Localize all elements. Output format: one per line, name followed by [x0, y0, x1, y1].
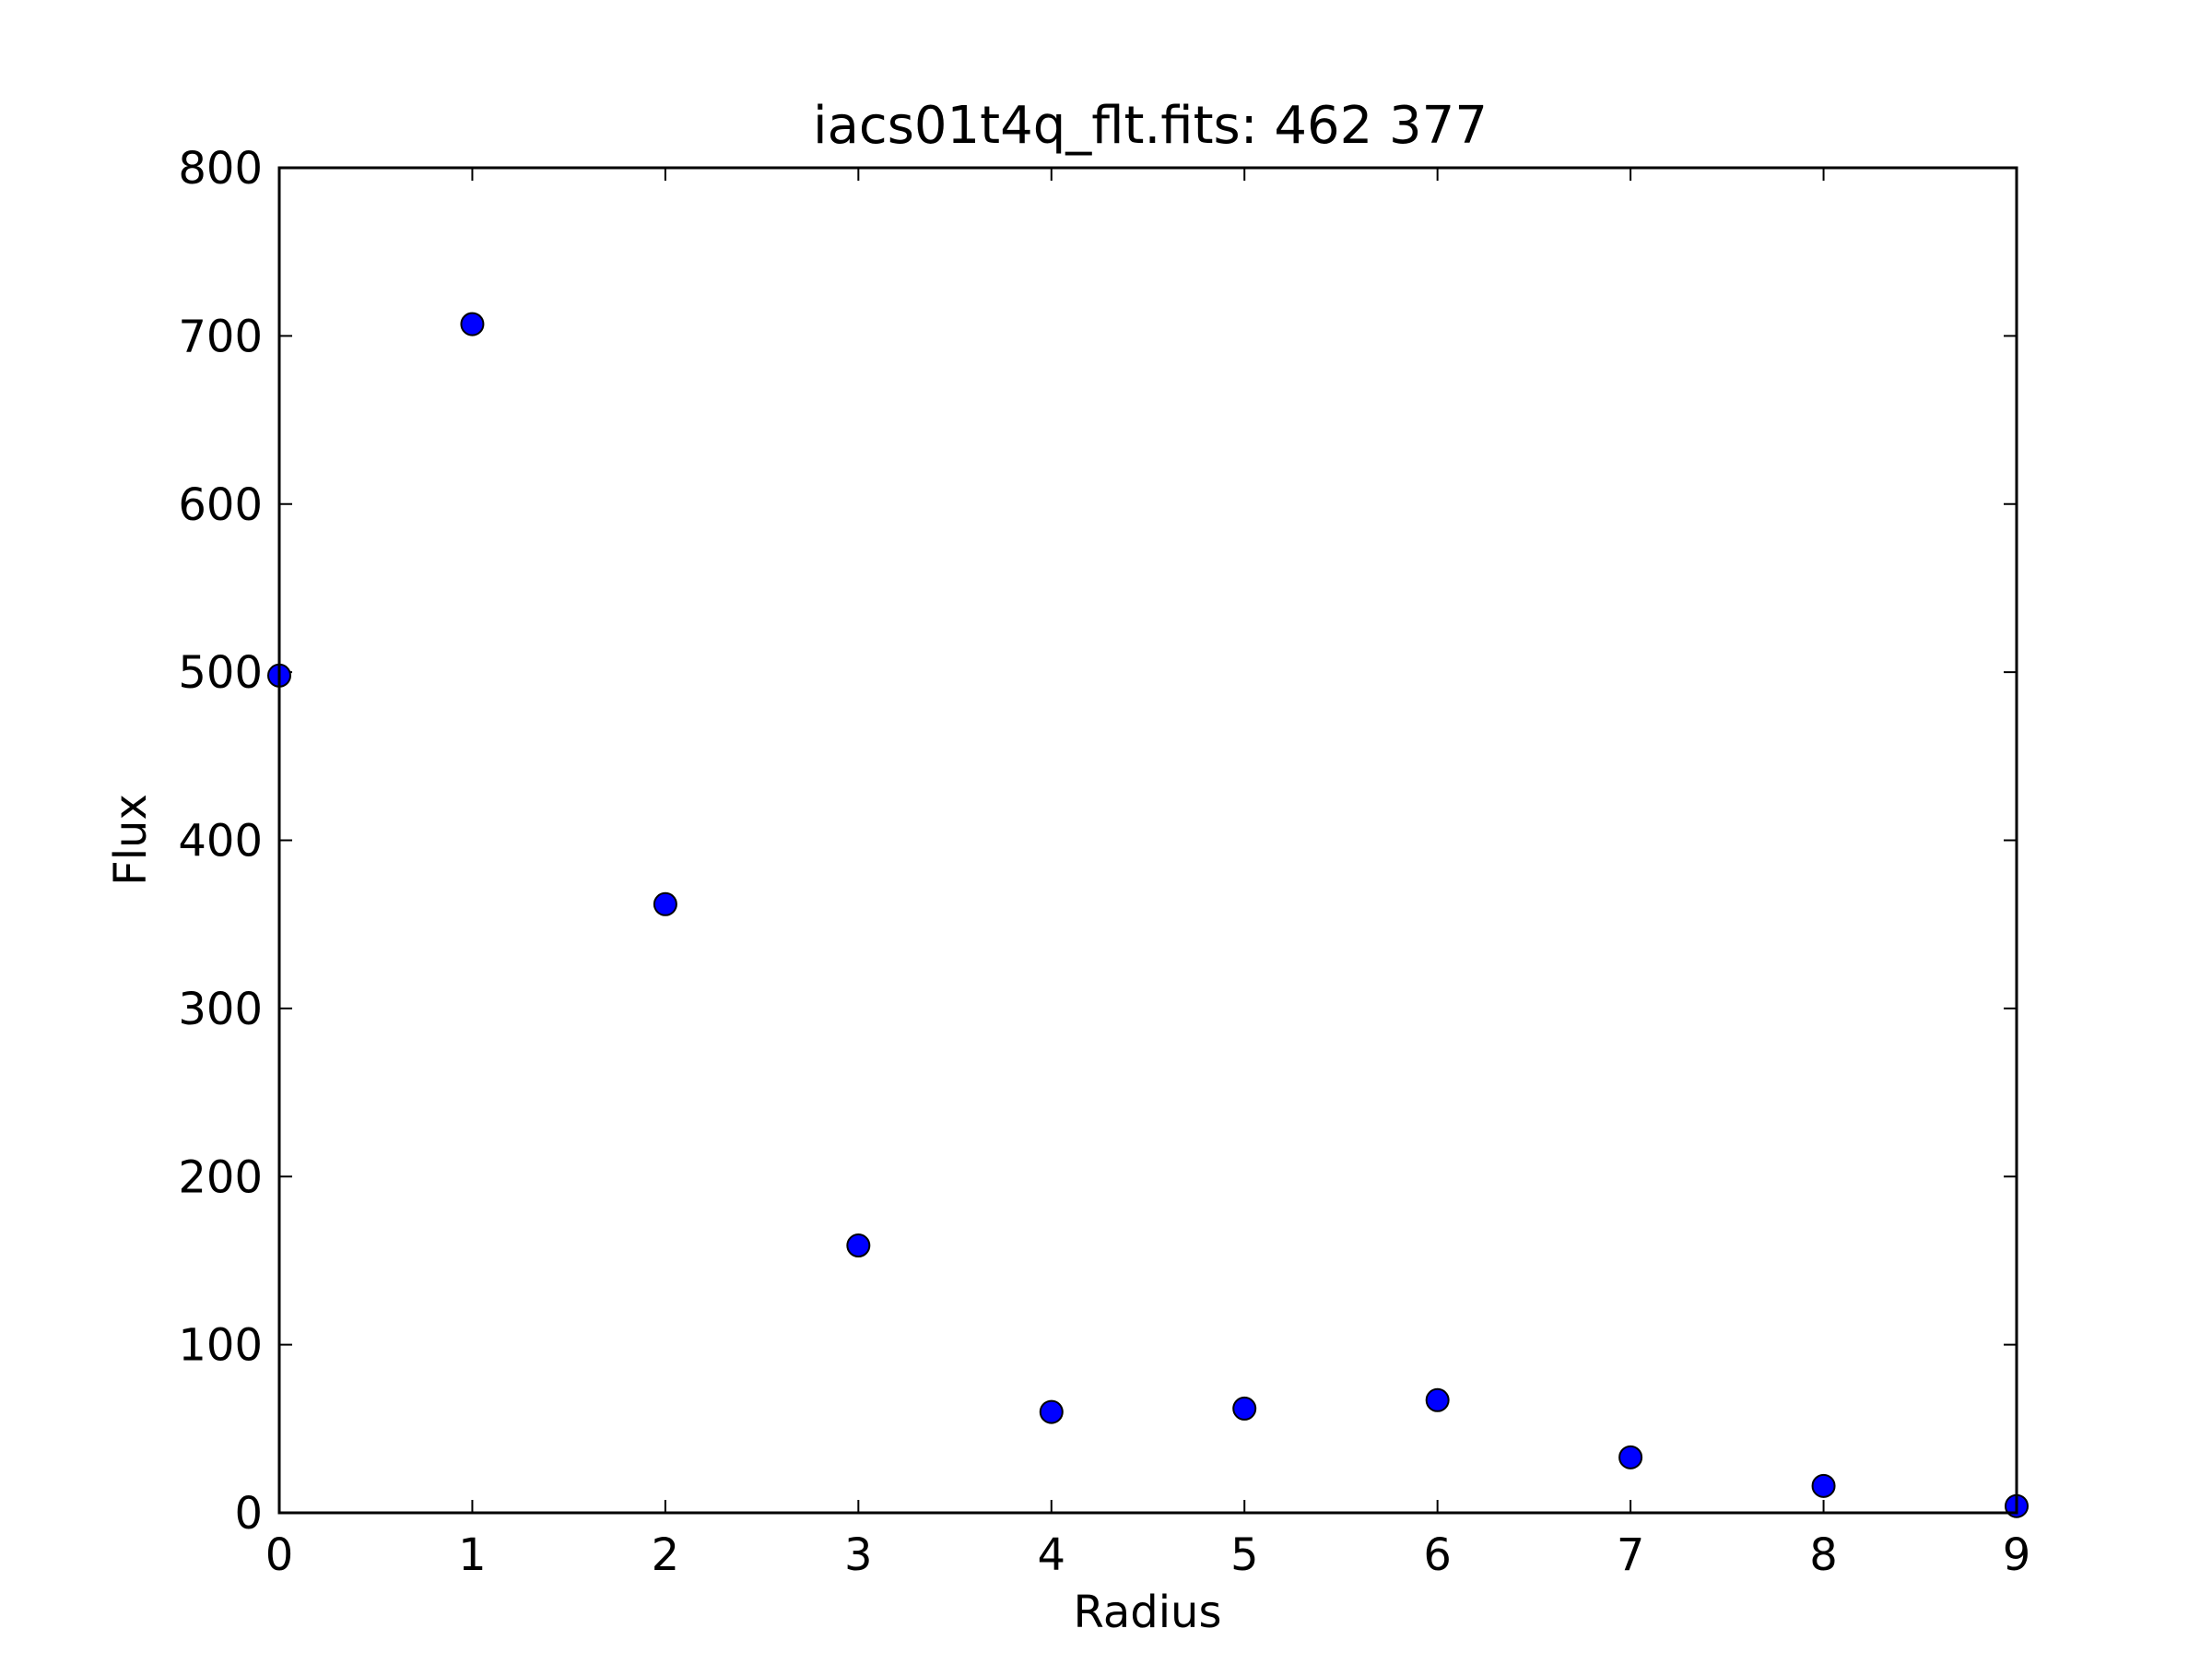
x-tick-label: 8 [1809, 1529, 1838, 1581]
y-tick-label: 400 [178, 816, 263, 867]
chart-title: iacs01t4q_flt.fits: 462 377 [813, 96, 1488, 156]
x-tick-label: 1 [458, 1529, 487, 1581]
data-point [653, 891, 677, 916]
x-tick-label: 7 [1617, 1529, 1645, 1581]
y-tick-label: 0 [234, 1488, 263, 1540]
plot-frame [277, 166, 2018, 1515]
y-tick-label: 100 [178, 1320, 263, 1372]
data-point [846, 1233, 871, 1258]
data-point [1232, 1396, 1257, 1421]
y-tick-label: 600 [178, 479, 263, 531]
x-axis-label: Radius [1074, 1587, 1222, 1638]
x-tick-label: 2 [652, 1529, 680, 1581]
data-point [1425, 1387, 1450, 1412]
tick-labels: 0 1 2 3 4 5 6 7 8 9 0 100 200 300 400 500 600 700 800 [178, 143, 2030, 1581]
y-tick-label: 500 [178, 647, 263, 699]
y-tick-label: 300 [178, 984, 263, 1035]
y-axis-label: Flux [105, 794, 157, 886]
x-tick-label: 6 [1423, 1529, 1452, 1581]
data-point [460, 312, 485, 336]
y-tick-label: 700 [178, 311, 263, 362]
x-tick-label: 9 [2003, 1529, 2031, 1581]
x-tick-label: 3 [844, 1529, 873, 1581]
y-tick-label: 800 [178, 143, 263, 195]
x-tick-label: 4 [1038, 1529, 1066, 1581]
x-tick-label: 0 [265, 1529, 294, 1581]
data-point [1811, 1473, 1836, 1498]
data-point [1618, 1445, 1643, 1469]
y-tick-label: 200 [178, 1151, 263, 1203]
x-tick-label: 5 [1230, 1529, 1259, 1581]
data-point [1039, 1399, 1064, 1424]
